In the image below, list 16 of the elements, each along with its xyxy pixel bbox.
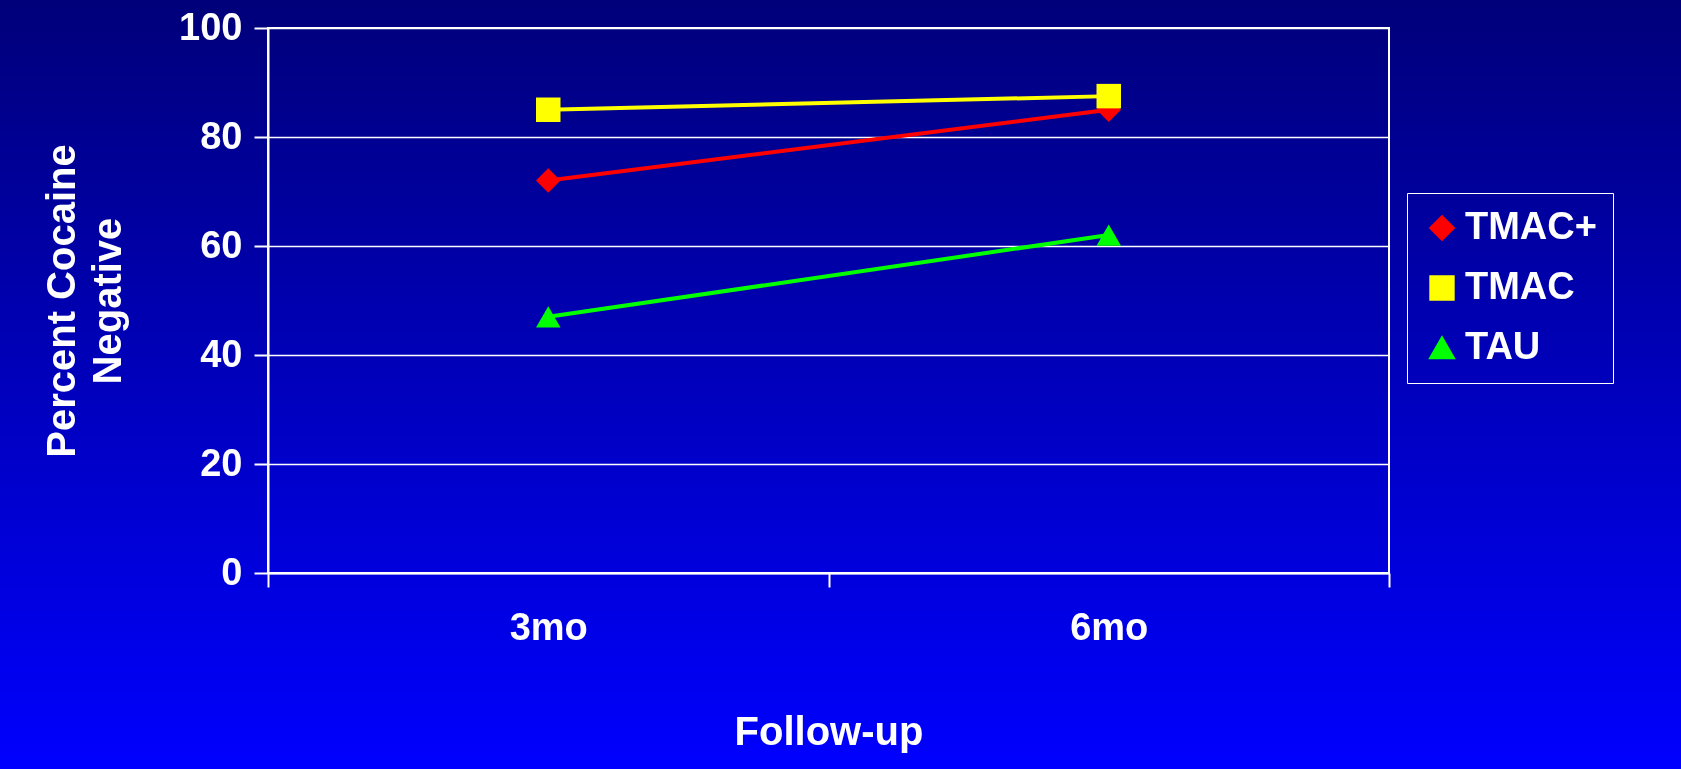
x-tick-label: 6mo [1070,605,1149,648]
point [1096,83,1121,109]
x-tick-label: 3mo [509,605,588,648]
legend-label: TAU [1465,325,1541,367]
x-axis-title: Follow-up [734,708,924,753]
y-tick-label: 20 [200,441,243,484]
y-tick-label: 0 [221,550,243,593]
y-axis-title: Percent Cocaine Negative [39,144,130,458]
y-tick-label: 100 [179,5,243,48]
point [536,168,561,193]
legend-label: TMAC [1465,265,1575,307]
point [536,97,561,122]
legend-label: TMAC+ [1465,205,1597,247]
y-tick-label: 80 [200,114,243,157]
y-tick-label: 60 [200,223,243,266]
y-tick-label: 40 [200,332,243,375]
